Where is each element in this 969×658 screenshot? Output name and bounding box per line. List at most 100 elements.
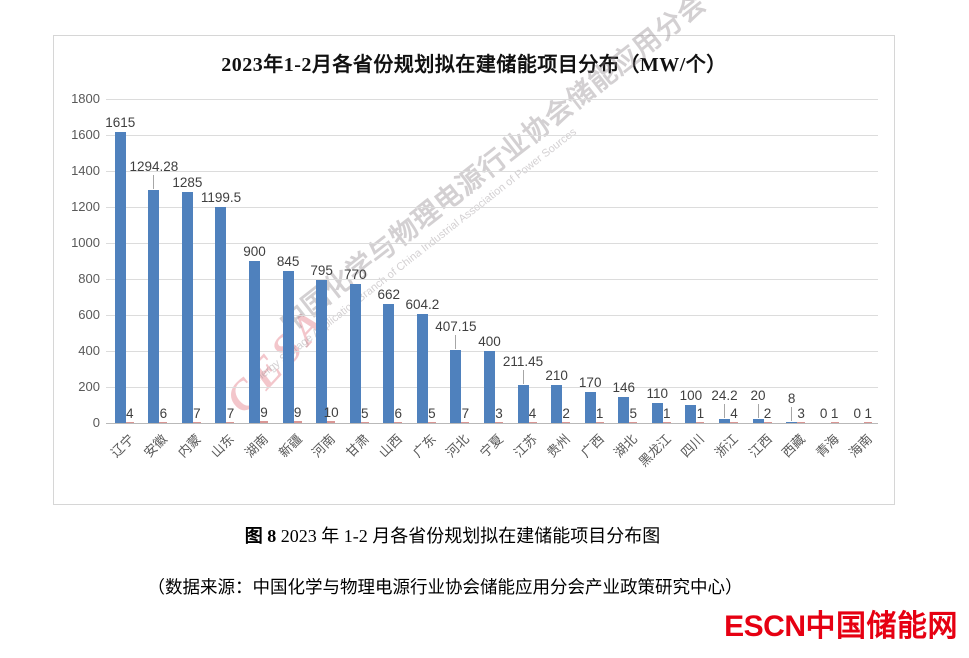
capacity-data-label: 770 <box>343 267 367 283</box>
bar-project-count <box>327 421 336 423</box>
label-leader-line <box>153 175 155 190</box>
capacity-data-label: 900 <box>243 244 266 259</box>
bar-capacity <box>181 191 193 423</box>
capacity-data-label: 8 <box>787 390 796 406</box>
bar-capacity <box>484 351 495 423</box>
count-data-label: 1 <box>864 406 872 422</box>
capacity-data-label: 100 <box>679 388 703 403</box>
bar-project-count <box>696 422 705 423</box>
label-leader-line <box>723 403 725 418</box>
capacity-data-label: 146 <box>612 379 636 395</box>
bar-capacity <box>148 190 160 423</box>
bar-capacity <box>517 384 529 423</box>
capacity-data-label: 407.15 <box>435 318 477 334</box>
count-data-label: 6 <box>159 405 168 421</box>
bar-capacity <box>685 405 697 423</box>
figure-caption: 图 8 2023 年 1-2 月各省份规划拟在建储能项目分布图 <box>0 522 905 548</box>
capacity-data-label: 24.2 <box>711 387 738 403</box>
label-leader-line <box>757 404 759 419</box>
x-axis-line <box>106 422 878 424</box>
bar-project-count <box>293 421 302 423</box>
plot-area: 0 200 400 600 800 1000 1200 1400 1600 1800 1615 4 辽宁… <box>71 91 878 469</box>
count-data-label: 3 <box>495 406 503 422</box>
capacity-data-label: 795 <box>310 262 333 278</box>
count-data-label: 5 <box>360 406 369 422</box>
bar-project-count <box>495 422 503 423</box>
count-data-label: 5 <box>428 406 436 422</box>
data-source-note: （数据来源：中国化学与物理电源行业协会储能应用分会产业政策研究中心） <box>147 577 743 597</box>
y-axis-tick-label: 400 <box>78 343 100 358</box>
bar-project-count <box>729 422 738 423</box>
capacity-data-label: 1294.28 <box>129 159 179 175</box>
bar-project-count <box>159 421 168 423</box>
bar-project-count <box>360 422 369 423</box>
gridline <box>106 242 878 244</box>
count-data-label: 5 <box>629 406 637 422</box>
escn-logo: ESCN中国储能网 <box>724 609 958 645</box>
count-data-label: 10 <box>323 405 339 421</box>
count-data-label: 2 <box>562 406 570 422</box>
count-data-label: 4 <box>528 406 537 422</box>
capacity-data-label: 662 <box>377 286 401 302</box>
capacity-data-label: 0 <box>819 406 828 422</box>
bar-project-count <box>763 422 772 423</box>
bar-capacity <box>416 314 428 423</box>
bar-capacity <box>752 419 764 423</box>
bar-capacity <box>383 303 395 423</box>
capacity-data-label: 1615 <box>105 115 136 131</box>
count-data-label: 1 <box>663 406 671 422</box>
bar-project-count <box>260 421 269 423</box>
label-leader-line <box>791 406 793 421</box>
y-axis-tick-label: 600 <box>78 307 100 322</box>
y-axis-tick-label: 0 <box>92 415 100 430</box>
gridline <box>106 98 878 100</box>
bar-capacity <box>651 403 663 423</box>
bar-capacity <box>215 207 227 423</box>
capacity-data-label: 211.45 <box>502 353 544 369</box>
escn-logo-text-en: ESCN <box>724 610 806 643</box>
figure-caption-text: 2023 年 1-2 月各省份规划拟在建储能项目分布图 <box>276 526 661 546</box>
capacity-data-label: 1199.5 <box>200 190 242 206</box>
bar-capacity <box>618 396 630 423</box>
bar-project-count <box>595 422 604 423</box>
bar-project-count <box>864 422 873 423</box>
bar-project-count <box>528 422 537 423</box>
count-data-label: 7 <box>461 405 470 421</box>
y-axis-tick-label: 1600 <box>71 127 100 142</box>
y-axis-tick-label: 1200 <box>71 199 100 214</box>
count-data-label: 1 <box>830 406 839 422</box>
count-data-label: 6 <box>394 405 403 421</box>
gridline <box>106 134 878 136</box>
capacity-data-label: 210 <box>545 368 568 384</box>
bar-capacity <box>316 279 328 423</box>
bar-capacity <box>349 284 361 423</box>
bar-capacity <box>249 261 261 423</box>
count-data-label: 4 <box>730 406 738 422</box>
y-axis-tick-label: 1000 <box>71 235 100 250</box>
bar-capacity <box>282 270 294 423</box>
capacity-data-label: 110 <box>646 386 669 402</box>
count-data-label: 1 <box>696 406 705 422</box>
gridline <box>106 170 878 172</box>
capacity-data-label: 845 <box>276 253 300 269</box>
figure-number: 图 8 <box>244 526 277 546</box>
count-data-label: 2 <box>763 406 772 422</box>
bar-project-count <box>394 421 403 423</box>
count-data-label: 9 <box>293 405 302 421</box>
bar-project-count <box>830 422 839 423</box>
count-data-label: 4 <box>126 406 134 422</box>
bar-project-count <box>427 422 436 423</box>
bar-capacity <box>114 132 126 423</box>
y-axis-tick-label: 800 <box>78 271 100 286</box>
bar-project-count <box>797 422 806 423</box>
gridline <box>106 206 878 208</box>
gridline <box>106 278 878 280</box>
bar-project-count <box>192 421 201 423</box>
count-data-label: 7 <box>193 405 201 421</box>
chart-title: 2023年1-2月各省份规划拟在建储能项目分布（MW/个） <box>221 54 727 76</box>
bar-project-count <box>662 422 671 423</box>
capacity-data-label: 604.2 <box>405 297 440 313</box>
capacity-data-label: 170 <box>578 375 602 391</box>
bar-project-count <box>461 421 470 423</box>
